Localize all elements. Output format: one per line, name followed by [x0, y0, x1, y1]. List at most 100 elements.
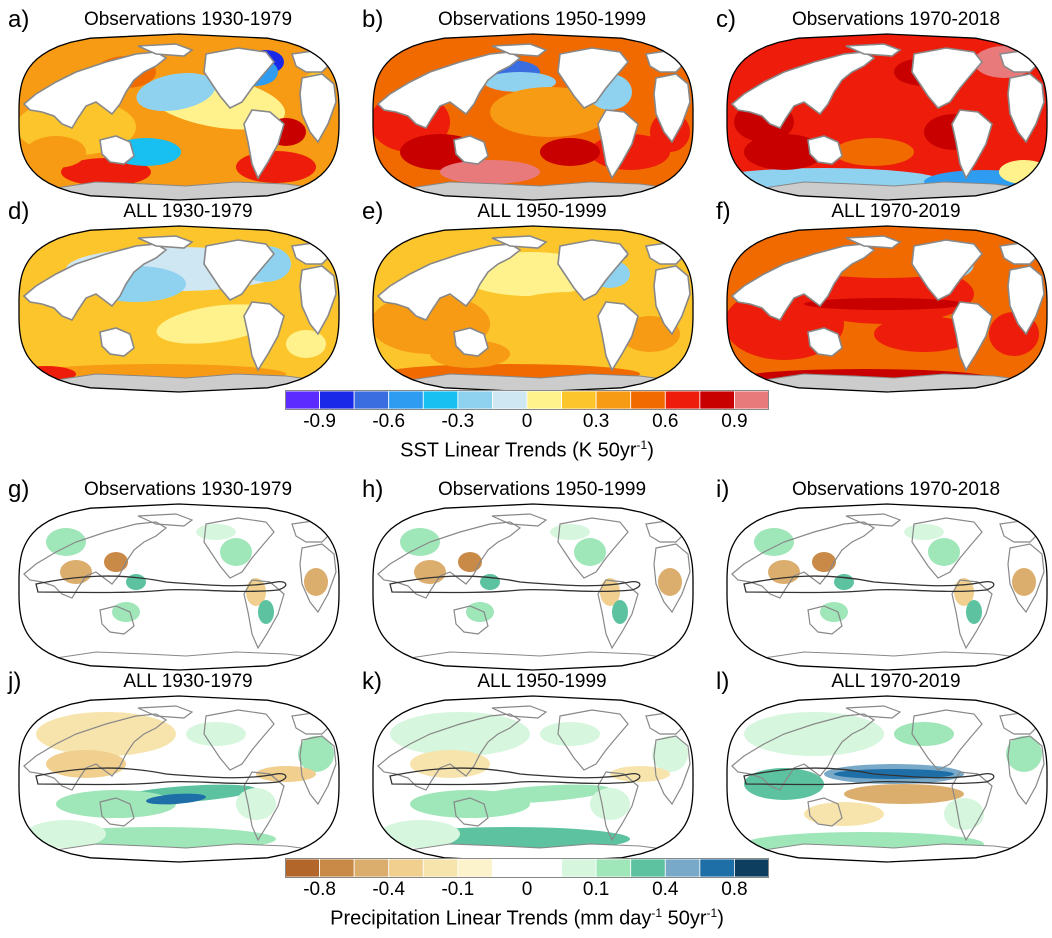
colorbar-swatch — [492, 858, 528, 878]
land-outline — [22, 243, 168, 321]
map-background — [19, 504, 339, 670]
land-outline — [845, 705, 902, 719]
trend-region — [804, 802, 884, 826]
sst-panel-d: d) ALL 1930-1979 — [8, 198, 340, 398]
land-outline — [1007, 73, 1045, 144]
colorbar-swatch — [353, 390, 390, 410]
trend-region — [999, 160, 1047, 184]
climatology-contour — [35, 575, 287, 594]
colorbar-tick-label: -0.1 — [441, 879, 475, 900]
colorbar-swatch — [526, 858, 562, 878]
land-outline — [1007, 265, 1045, 336]
precip-map-k — [372, 695, 694, 863]
land-outline — [597, 579, 639, 650]
land-outline — [557, 47, 630, 109]
land-outline — [491, 705, 548, 719]
panel-title: ALL 1930-1979 — [123, 671, 253, 692]
trend-region — [46, 528, 86, 556]
precip-colorbar-title-sup2: -1 — [706, 906, 718, 920]
land-outline — [911, 517, 983, 579]
colorbar-tick-label: -0.3 — [441, 411, 475, 432]
panel-title: Observations 1950-1999 — [437, 479, 647, 500]
trend-region — [136, 72, 216, 112]
colorbar-swatch — [422, 858, 459, 878]
land-outline — [1007, 543, 1045, 614]
land-outline — [491, 43, 548, 57]
trend-region — [804, 298, 964, 310]
trend-region — [484, 72, 556, 92]
land-outline — [807, 797, 843, 827]
land-outline — [203, 47, 276, 109]
precip-panel-l: l) ALL 1970-2019 — [716, 668, 1048, 868]
colorbar-tick-label: 0 — [521, 411, 533, 432]
trend-region — [112, 602, 140, 622]
trend-region — [146, 793, 206, 805]
land-outline — [951, 301, 993, 372]
land-outline — [453, 135, 489, 165]
land-outline — [1007, 735, 1045, 806]
sst-panel-c: c) Observations 1970-2018 — [716, 6, 1048, 206]
trend-region — [458, 552, 482, 572]
trend-region — [540, 722, 600, 746]
land-outline — [453, 797, 489, 827]
land-outline — [557, 239, 630, 301]
trend-region — [410, 790, 530, 818]
precip-colorbar-title-main: Precipitation Linear Trends (mm day — [330, 907, 652, 930]
panel-letter: d) — [8, 198, 30, 225]
colorbar-tick-label: 0 — [521, 879, 533, 900]
trend-region — [590, 788, 630, 820]
precip-panel-j: j) ALL 1930-1979 — [8, 668, 340, 868]
land-outline — [243, 579, 285, 650]
sst-panel-f: f) ALL 1970-2019 — [716, 198, 1048, 398]
colorbar-swatch — [664, 390, 701, 410]
land-outline — [243, 109, 285, 180]
land-outline — [99, 135, 135, 165]
land-outline — [807, 327, 843, 357]
sst-colorbar: -0.9 -0.6 -0.3 0 0.3 0.6 0.9 SST Linear Trends… — [285, 390, 769, 462]
trend-region — [744, 712, 884, 756]
land-outline — [491, 235, 548, 249]
land-outline — [951, 771, 993, 842]
trend-region — [414, 560, 446, 584]
trend-region — [104, 552, 128, 572]
trend-region — [874, 316, 974, 352]
trend-region — [1012, 568, 1036, 596]
colorbar-swatch — [699, 858, 735, 878]
land-outline — [203, 709, 275, 771]
precip-panel-h: h) Observations 1950-1999 — [362, 476, 694, 676]
map-frame — [726, 225, 1048, 393]
climatology-contour — [35, 767, 287, 786]
trend-region — [380, 820, 460, 848]
precip-panel-k: k) ALL 1950-1999 — [362, 668, 694, 868]
sst-colorbar-swatches — [285, 390, 769, 410]
land-outline — [597, 301, 639, 372]
land-outline — [557, 517, 629, 579]
trend-region — [220, 538, 252, 566]
colorbar-swatch — [457, 390, 493, 410]
panel-letter: j) — [8, 668, 22, 695]
trend-region — [60, 560, 92, 584]
sst-map-f — [726, 225, 1048, 393]
sst-colorbar-title-sup: -1 — [636, 438, 648, 452]
land-outline — [597, 109, 639, 180]
precip-map-h — [372, 503, 694, 671]
land-outline — [99, 797, 135, 827]
colorbar-swatch — [699, 390, 735, 410]
trend-region — [390, 712, 530, 756]
map-background — [727, 504, 1047, 670]
precip-colorbar-title-sup1: -1 — [651, 906, 663, 920]
land-outline — [22, 51, 168, 129]
trend-region — [440, 160, 540, 184]
land-outline — [807, 135, 843, 165]
sst-map-b — [372, 33, 694, 201]
land-outline — [653, 735, 691, 806]
colorbar-swatch — [595, 858, 632, 878]
colorbar-tick-label: -0.4 — [372, 879, 406, 900]
map-frame — [18, 225, 340, 393]
colorbar-swatch — [388, 390, 424, 410]
trend-region — [612, 600, 628, 624]
precip-colorbar-title-mid: 50yr — [662, 907, 707, 930]
land-outline — [376, 51, 522, 129]
land-outline — [911, 239, 984, 301]
sst-panel-a: a) Observations 1930-1979 — [8, 6, 340, 206]
